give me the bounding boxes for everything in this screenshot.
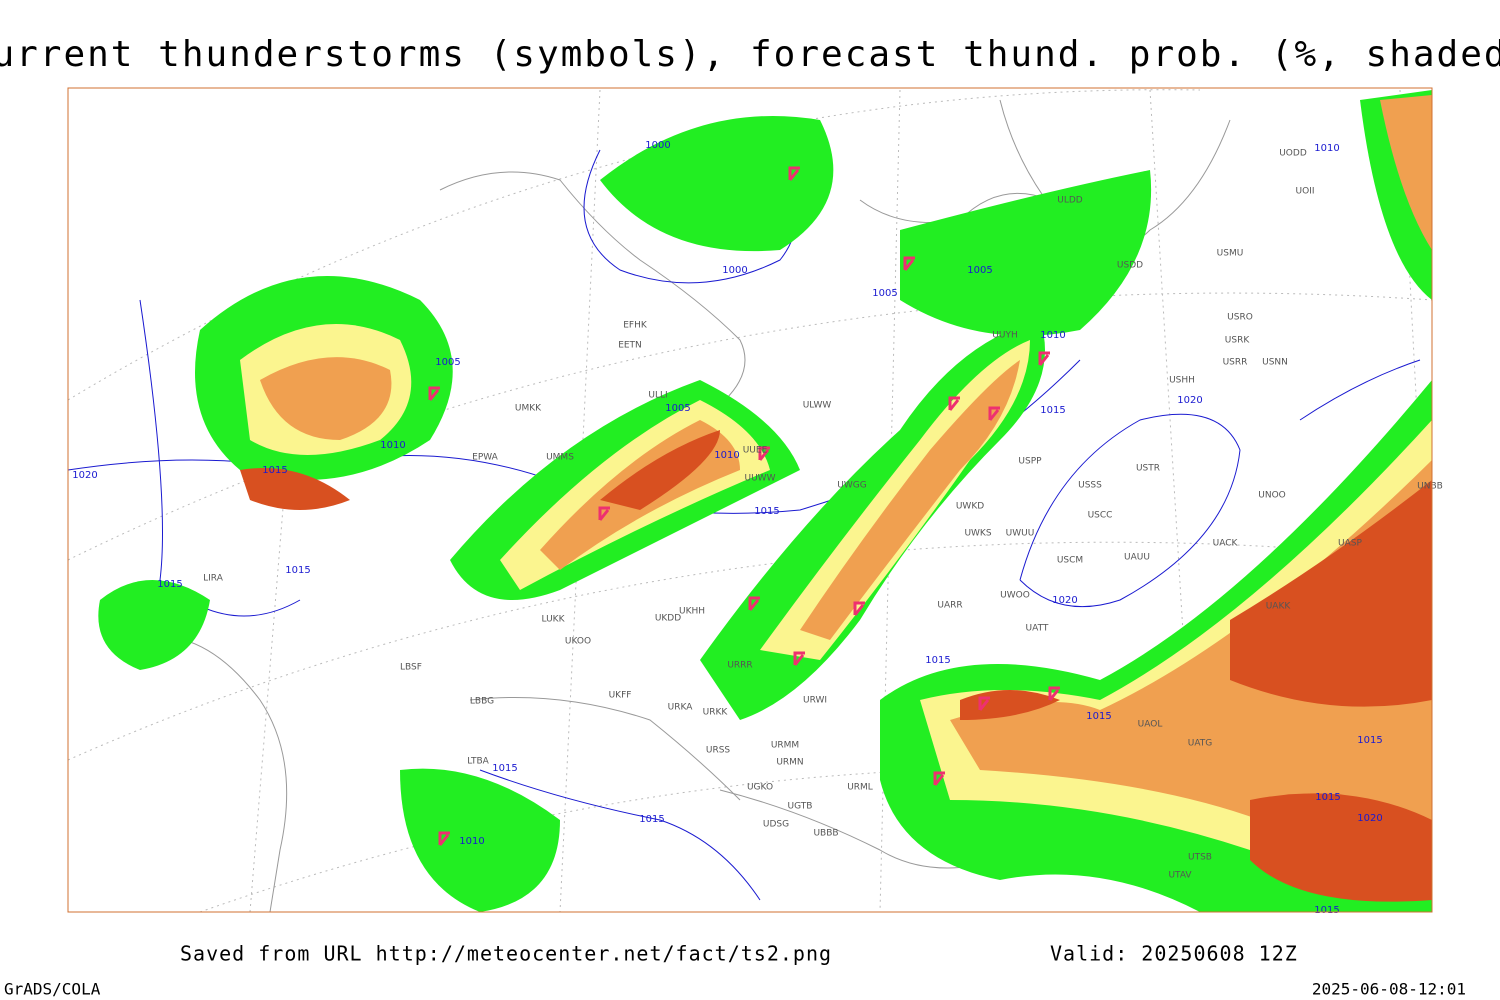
station-code: UMMS bbox=[546, 453, 574, 463]
station-code: EFHK bbox=[623, 321, 648, 331]
isobar-label: 1000 bbox=[645, 140, 670, 151]
station-code: UWOO bbox=[1000, 591, 1030, 601]
station-code: UAOL bbox=[1138, 720, 1163, 730]
title: Current thunderstorms (symbols), forecas… bbox=[0, 34, 1500, 75]
isobar-label: 1005 bbox=[435, 357, 460, 368]
software: GrADS/COLA bbox=[4, 980, 101, 999]
isobar-label: 1015 bbox=[1314, 905, 1339, 916]
station-code: USMU bbox=[1217, 249, 1244, 259]
station-code: UAUU bbox=[1124, 553, 1150, 563]
station-code: UUEE bbox=[743, 446, 768, 456]
station-code: LBBG bbox=[470, 697, 494, 707]
isobar-label: 1005 bbox=[665, 403, 690, 414]
station-code: URWI bbox=[803, 696, 827, 706]
station-code: USDD bbox=[1117, 261, 1143, 271]
source-url: Saved from URL http://meteocenter.net/fa… bbox=[180, 942, 832, 966]
isobar-label: 1015 bbox=[754, 506, 779, 517]
isobar-label: 1015 bbox=[262, 465, 287, 476]
isobar-label: 1015 bbox=[157, 579, 182, 590]
station-code: UKOO bbox=[565, 637, 591, 647]
station-code: USRK bbox=[1225, 336, 1251, 346]
station-code: UWUU bbox=[1006, 529, 1035, 539]
station-code: UACK bbox=[1213, 539, 1239, 549]
isobar-label: 1010 bbox=[459, 836, 484, 847]
station-code: EETN bbox=[618, 341, 642, 351]
timestamp: 2025-06-08-12:01 bbox=[1312, 980, 1466, 999]
isobar-label: 1020 bbox=[72, 470, 97, 481]
station-code: USRO bbox=[1227, 313, 1253, 323]
station-code: LTBA bbox=[467, 757, 489, 767]
station-code: UNOO bbox=[1258, 491, 1286, 501]
station-code: ULLI bbox=[648, 391, 667, 401]
station-code: URMM bbox=[771, 741, 799, 751]
station-code: UTAV bbox=[1168, 871, 1192, 881]
station-code: URRR bbox=[727, 661, 752, 671]
station-code: URML bbox=[847, 783, 873, 793]
station-code: UGKO bbox=[747, 783, 773, 793]
station-code: USSS bbox=[1078, 481, 1102, 491]
isobar-label: 1015 bbox=[492, 763, 517, 774]
station-code: URMN bbox=[776, 758, 803, 768]
station-code: USPP bbox=[1018, 457, 1042, 467]
isobar-label: 1020 bbox=[1052, 595, 1077, 606]
station-code: UKDD bbox=[655, 614, 681, 624]
station-code: UOII bbox=[1296, 187, 1315, 197]
isobar-label: 1005 bbox=[967, 265, 992, 276]
isobar-label: 1015 bbox=[639, 814, 664, 825]
isobar-label: 1010 bbox=[714, 450, 739, 461]
station-code: UNBB bbox=[1417, 482, 1443, 492]
isobar-label: 1000 bbox=[722, 265, 747, 276]
valid-time: Valid: 20250608 12Z bbox=[1050, 942, 1298, 966]
isobar-label: 1010 bbox=[380, 440, 405, 451]
station-code: UGTB bbox=[788, 802, 813, 812]
station-code: UUYH bbox=[992, 331, 1017, 341]
station-code: UUWW bbox=[745, 474, 776, 484]
station-code: UATT bbox=[1026, 624, 1049, 634]
station-code: UWKD bbox=[956, 502, 984, 512]
station-code: UDSG bbox=[763, 820, 789, 830]
station-code: USHH bbox=[1169, 376, 1195, 386]
station-code: UKHH bbox=[679, 607, 705, 617]
station-code: URSS bbox=[706, 746, 731, 756]
station-code: UARR bbox=[937, 601, 962, 611]
station-code: ULDD bbox=[1057, 196, 1083, 206]
station-code: UAKK bbox=[1266, 602, 1292, 612]
isobar-label: 1005 bbox=[872, 288, 897, 299]
station-code: UATG bbox=[1188, 739, 1213, 749]
station-code: URKK bbox=[703, 708, 729, 718]
station-code: UWGG bbox=[837, 481, 866, 491]
isobar-label: 1015 bbox=[1086, 711, 1111, 722]
station-code: USTR bbox=[1136, 464, 1160, 474]
storm-symbols bbox=[428, 166, 1060, 846]
station-code: UMKK bbox=[515, 404, 542, 414]
isobar-label: 1015 bbox=[285, 565, 310, 576]
station-code: EPWA bbox=[472, 453, 499, 463]
isobar-label: 1010 bbox=[1314, 143, 1339, 154]
isobar-label: 1015 bbox=[1315, 792, 1340, 803]
station-code: USCM bbox=[1057, 556, 1083, 566]
station-code: UKFF bbox=[609, 691, 632, 701]
station-code: UASP bbox=[1338, 539, 1362, 549]
isobar-label: 1020 bbox=[1357, 813, 1382, 824]
map-frame: 1000 1000 1005 1005 1005 1005 1010 1010 1010 1015… bbox=[67, 87, 1443, 916]
isobar-label: 1020 bbox=[1177, 395, 1202, 406]
isobar-label: 1015 bbox=[925, 655, 950, 666]
isobar-label: 1015 bbox=[1357, 735, 1382, 746]
station-code: URKA bbox=[668, 703, 694, 713]
station-code: UTSB bbox=[1188, 853, 1212, 863]
station-code: UODD bbox=[1279, 149, 1307, 159]
probability-shading bbox=[98, 90, 1432, 912]
station-code: UBBB bbox=[813, 829, 838, 839]
station-code: LBSF bbox=[400, 663, 422, 673]
station-code: USCC bbox=[1088, 511, 1113, 521]
isobar-label: 1010 bbox=[1040, 330, 1065, 341]
station-code: LIRA bbox=[203, 574, 224, 584]
station-code: UWKS bbox=[964, 529, 991, 539]
isobar-label: 1015 bbox=[1040, 405, 1065, 416]
station-code: ULWW bbox=[803, 401, 832, 411]
station-code: USNN bbox=[1262, 358, 1288, 368]
station-code: LUKK bbox=[542, 615, 566, 625]
station-code: USRR bbox=[1223, 358, 1248, 368]
